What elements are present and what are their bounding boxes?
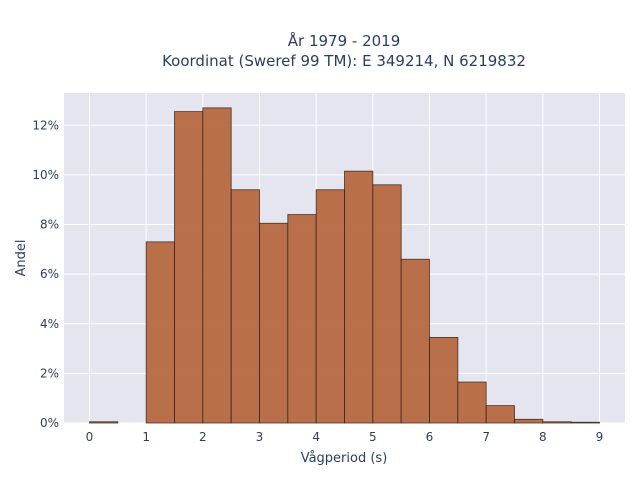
- y-axis-title: Andel: [14, 240, 29, 277]
- histogram-bar: [202, 107, 232, 424]
- histogram-bar: [145, 241, 175, 424]
- histogram-bars: [89, 107, 600, 424]
- x-axis-ticks: 0 1 2 3 4 5 6 7 8 9: [86, 430, 604, 444]
- x-tick-label: 0: [86, 430, 94, 444]
- chart-title-line-2: Koordinat (Sweref 99 TM): E 349214, N 62…: [162, 52, 526, 70]
- x-tick-label: 8: [539, 430, 547, 444]
- y-tick-label: 8%: [40, 218, 59, 232]
- histogram-bar: [230, 189, 260, 424]
- histogram-bar: [372, 184, 402, 424]
- x-tick-label: 2: [199, 430, 207, 444]
- x-tick-label: 7: [482, 430, 490, 444]
- histogram-bar: [429, 336, 459, 424]
- x-tick-label: 3: [256, 430, 264, 444]
- y-axis-ticks: 0% 2% 4% 6% 8% 10% 12%: [32, 118, 59, 430]
- histogram-bar: [542, 421, 572, 424]
- histogram-bar: [570, 421, 600, 424]
- y-tick-label: 0%: [40, 416, 59, 430]
- histogram-bar: [400, 258, 430, 424]
- y-tick-label: 4%: [40, 317, 59, 331]
- histogram-bar: [174, 111, 204, 424]
- histogram-bar: [315, 189, 345, 424]
- y-tick-label: 10%: [32, 168, 59, 182]
- y-tick-label: 2%: [40, 366, 59, 380]
- histogram-bar: [514, 418, 544, 424]
- x-tick-label: 6: [426, 430, 434, 444]
- histogram-bar: [89, 421, 119, 424]
- histogram-bar: [485, 405, 515, 424]
- histogram-bar: [457, 381, 487, 424]
- x-tick-label: 9: [596, 430, 604, 444]
- histogram-bar: [259, 222, 289, 424]
- y-tick-label: 12%: [32, 118, 59, 132]
- x-tick-label: 5: [369, 430, 377, 444]
- histogram-bar: [344, 170, 374, 424]
- x-tick-label: 4: [312, 430, 320, 444]
- histogram-bar: [287, 214, 317, 424]
- y-tick-label: 6%: [40, 267, 59, 281]
- chart-title-line-1: År 1979 - 2019: [288, 31, 401, 50]
- x-tick-label: 1: [142, 430, 150, 444]
- x-axis-title: Vågperiod (s): [301, 451, 388, 466]
